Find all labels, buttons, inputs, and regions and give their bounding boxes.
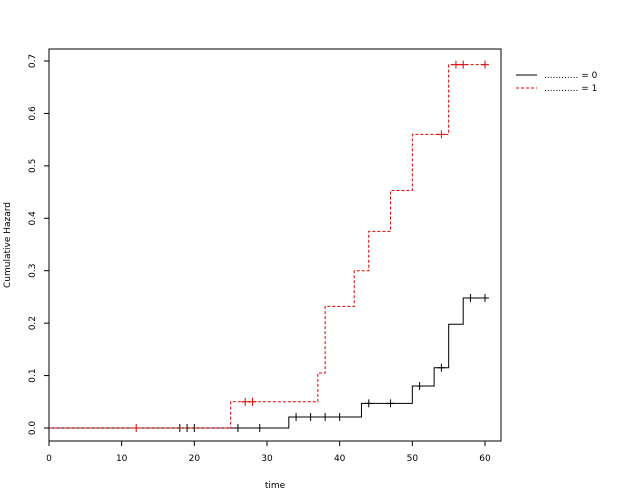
x-tick-label: 40 — [334, 454, 346, 464]
series-layer — [49, 60, 489, 432]
x-axis: 0 10 20 30 40 50 60 — [46, 441, 491, 464]
y-tick-label: 0.6 — [28, 106, 38, 121]
y-tick-label: 0.0 — [28, 421, 38, 436]
y-tick-label: 0.1 — [28, 368, 38, 382]
y-axis-label: Cumulative Hazard — [3, 202, 13, 288]
x-tick-label: 30 — [261, 454, 273, 464]
y-tick-label: 0.2 — [28, 316, 38, 330]
y-tick-label: 0.3 — [28, 264, 38, 278]
plot-frame — [48, 48, 502, 442]
series-line-1 — [49, 64, 485, 429]
x-tick-label: 10 — [116, 454, 128, 464]
legend: ............ = 0 ............ = 1 — [516, 71, 598, 94]
legend-label-1: ............ = 1 — [544, 84, 597, 94]
x-tick-label: 60 — [479, 454, 491, 464]
x-tick-label: 0 — [46, 454, 52, 464]
x-tick-label: 50 — [407, 454, 419, 464]
y-axis: 0.0 0.1 0.2 0.3 0.4 0.5 0.6 0.7 — [28, 54, 49, 435]
y-tick-label: 0.5 — [28, 159, 38, 173]
x-axis-label: time — [265, 481, 286, 491]
legend-label-0: ............ = 0 — [544, 71, 598, 81]
x-tick-label: 20 — [189, 454, 201, 464]
series-line-0 — [49, 297, 485, 429]
y-tick-label: 0.4 — [28, 211, 38, 226]
y-tick-label: 0.7 — [28, 54, 38, 68]
